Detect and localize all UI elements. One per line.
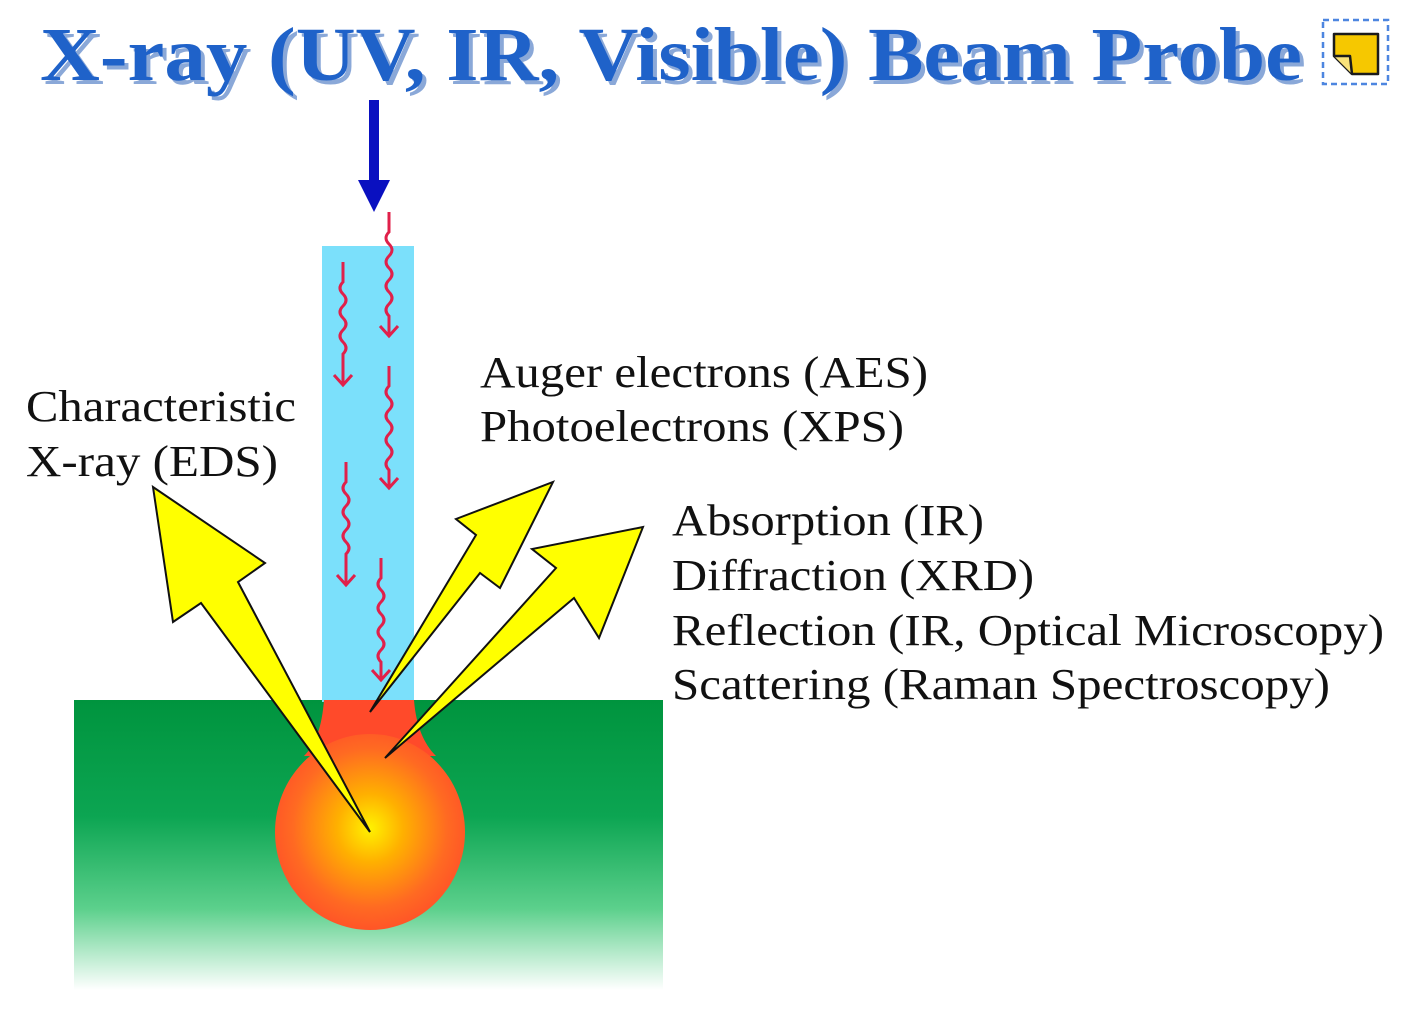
emission-arrow-optical (384, 525, 645, 759)
svg-text:Reflection (IR, Optical Micros: Reflection (IR, Optical Microscopy) (672, 606, 1384, 655)
label-optical-techniques: Absorption (IR) Diffraction (XRD) Reflec… (672, 496, 1384, 709)
down-arrow-icon (358, 100, 390, 212)
svg-text:Absorption (IR): Absorption (IR) (672, 496, 984, 545)
emission-arrow-characteristic (151, 484, 371, 833)
label-electron-spectroscopy: Auger electrons (AES) Photoelectrons (XP… (480, 348, 928, 451)
emission-arrow-electrons (369, 480, 556, 713)
wavy-photon-arrow-icon (332, 212, 400, 683)
emission-arrow-icon (151, 480, 645, 833)
svg-text:Characteristic: Characteristic (26, 382, 296, 431)
svg-text:Auger electrons (AES): Auger electrons (AES) (480, 348, 928, 397)
beam-column (322, 246, 414, 702)
page-title: X-ray (UV, IR, Visible) Beam Probe (40, 13, 1302, 97)
sticky-note-icon[interactable] (1321, 18, 1390, 86)
title: X-ray (UV, IR, Visible) Beam Probe X-ray… (40, 13, 1306, 101)
svg-text:Diffraction (XRD): Diffraction (XRD) (672, 551, 1034, 600)
svg-text:Photoelectrons (XPS): Photoelectrons (XPS) (480, 402, 904, 451)
label-characteristic-xray: Characteristic X-ray (EDS) (26, 382, 296, 486)
svg-text:Scattering (Raman Spectroscopy: Scattering (Raman Spectroscopy) (672, 660, 1330, 709)
svg-text:X-ray (EDS): X-ray (EDS) (26, 437, 278, 486)
svg-text:X-ray (UV, IR, Visible) Beam P: X-ray (UV, IR, Visible) Beam Probe (44, 17, 1306, 101)
